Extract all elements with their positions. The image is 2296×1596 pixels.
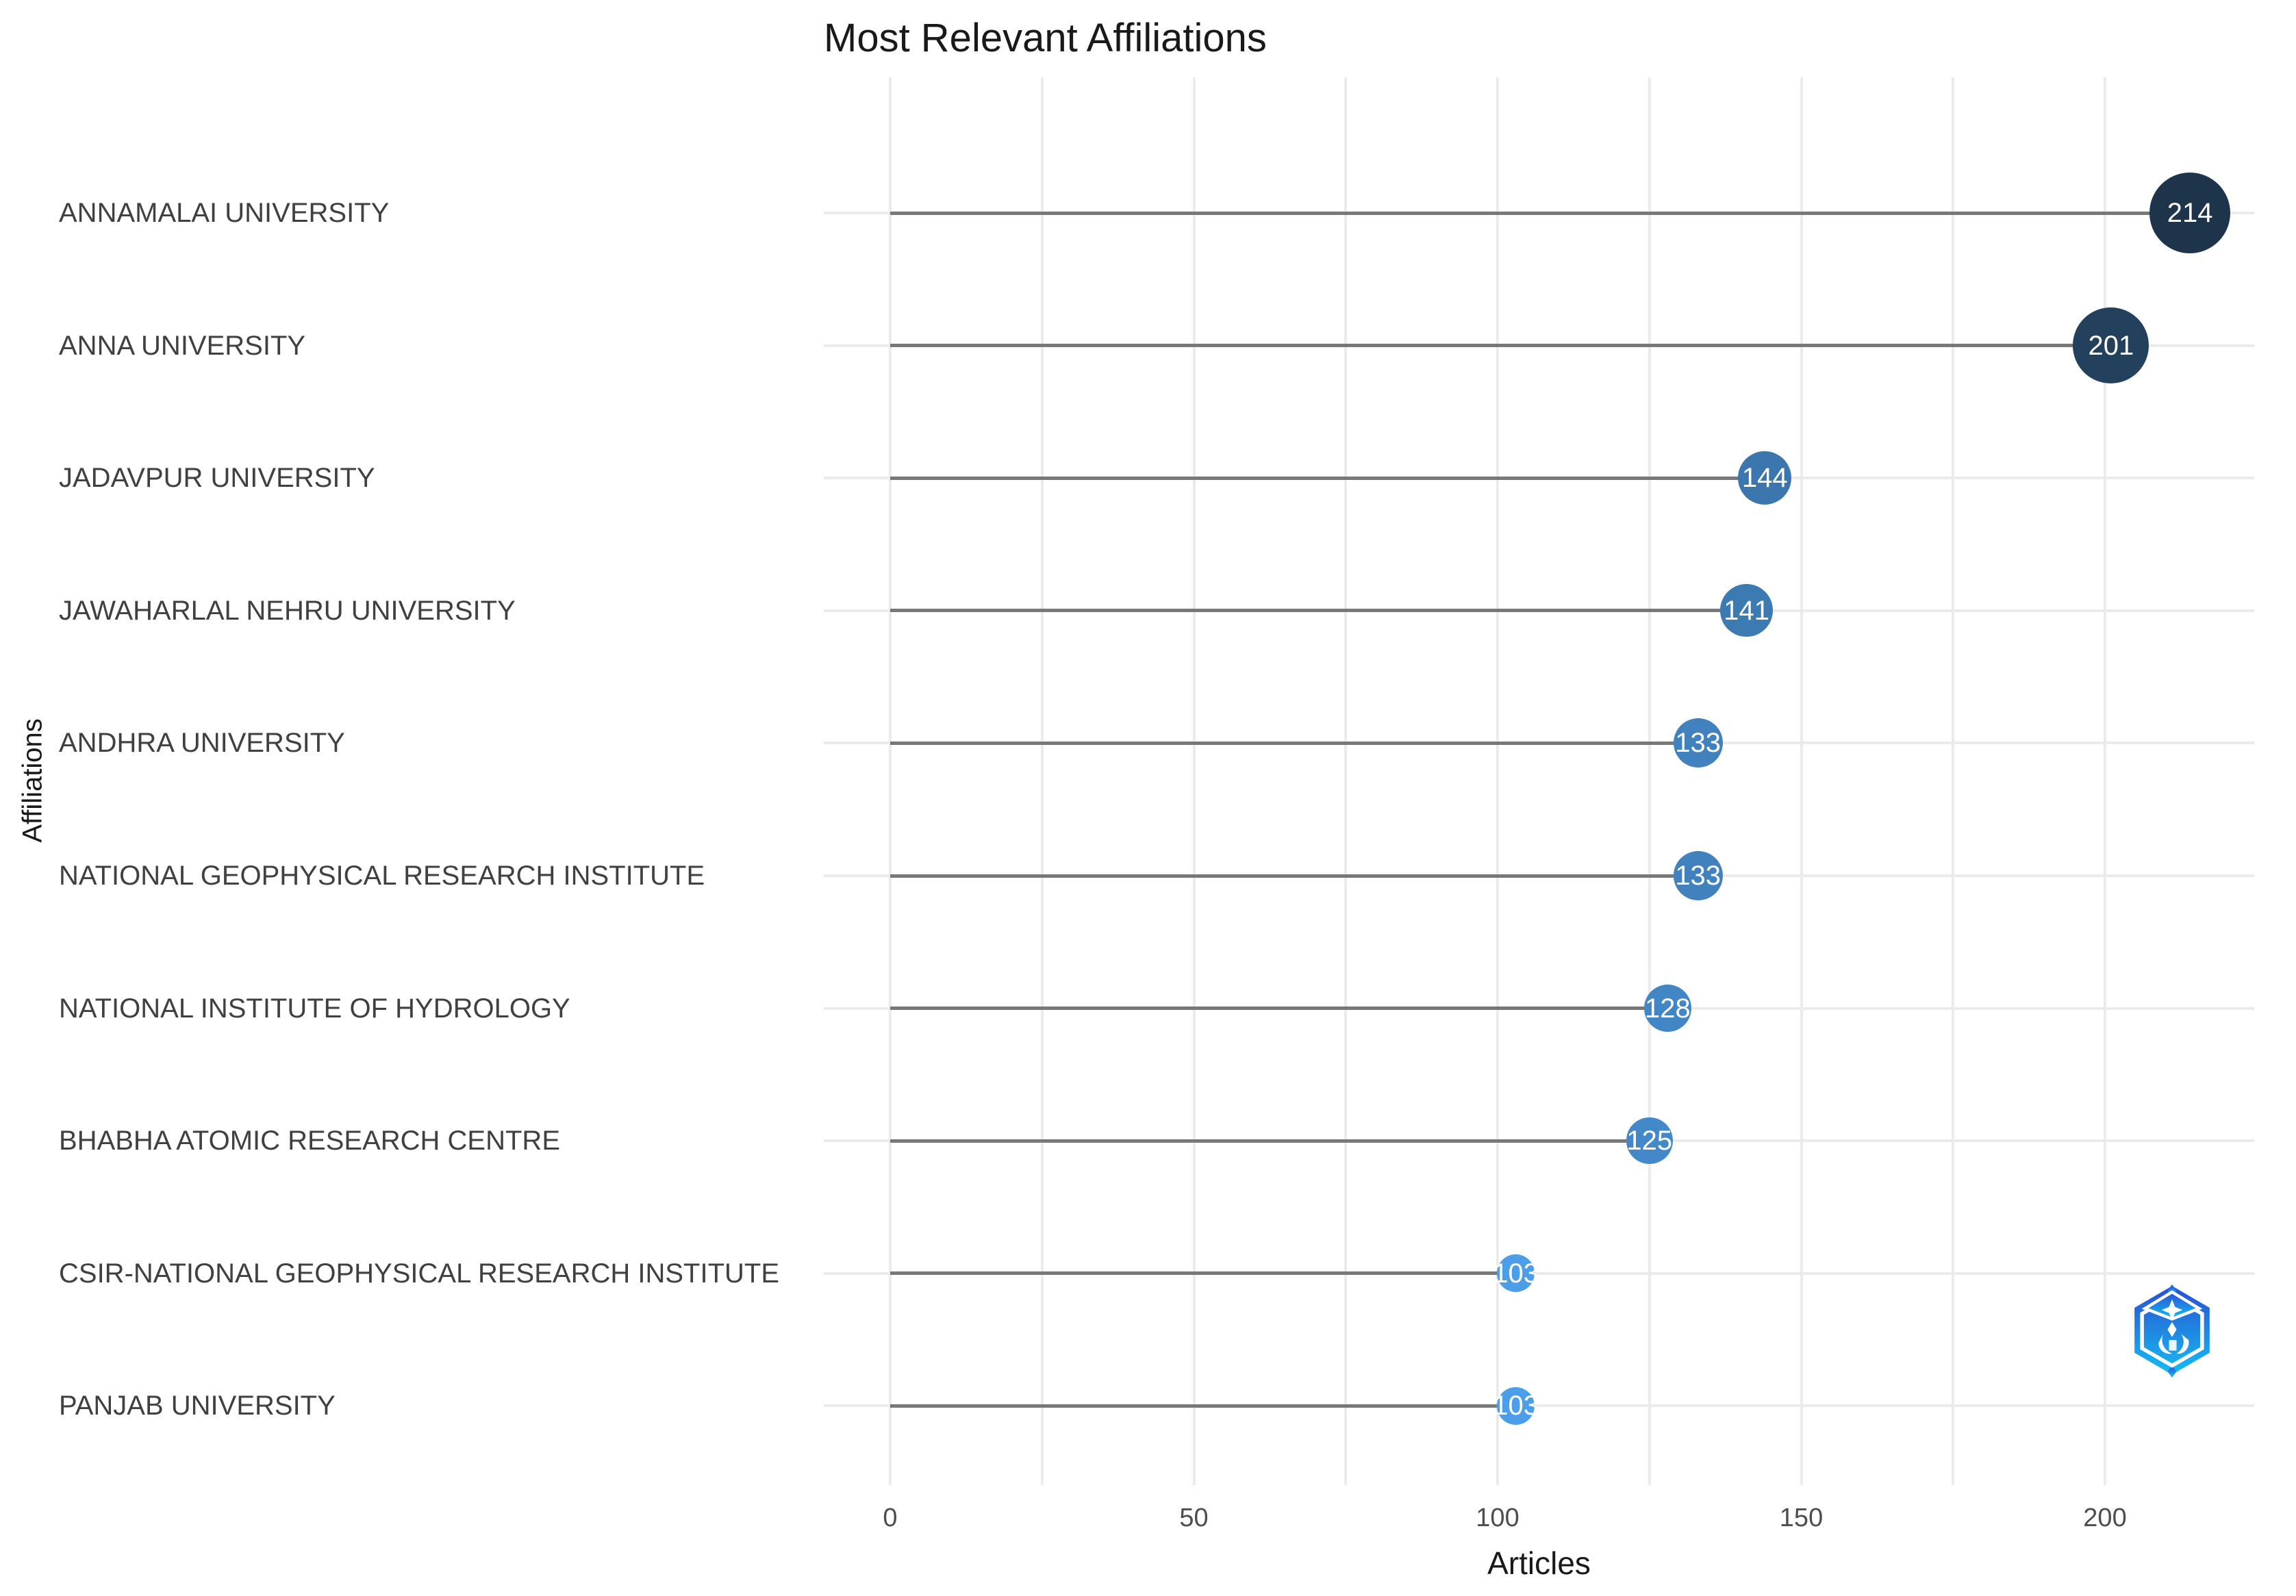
vertical-gridline xyxy=(1800,77,1803,1485)
data-point-value: 201 xyxy=(2088,330,2134,361)
data-point-bubble: 103 xyxy=(1493,1254,1539,1293)
vertical-gridline xyxy=(1952,77,1955,1485)
data-point-bubble: 128 xyxy=(1643,984,1691,1033)
category-label: NATIONAL GEOPHYSICAL RESEARCH INSTITUTE xyxy=(59,861,705,891)
data-point-value: 128 xyxy=(1644,993,1691,1024)
data-point-value: 103 xyxy=(1493,1258,1539,1289)
data-point-value: 125 xyxy=(1626,1126,1673,1156)
x-tick-label: 0 xyxy=(883,1504,898,1532)
data-point-value: 144 xyxy=(1741,463,1788,494)
vertical-gridline xyxy=(1040,77,1044,1485)
category-label: CSIR-NATIONAL GEOPHYSICAL RESEARCH INSTI… xyxy=(59,1258,780,1289)
horizontal-gridline xyxy=(824,1271,2254,1275)
x-tick-label: 200 xyxy=(2083,1504,2127,1532)
lollipop-stem xyxy=(890,741,1698,745)
horizontal-gridline xyxy=(824,1404,2254,1408)
data-point-bubble: 133 xyxy=(1673,850,1723,901)
data-point-bubble: 103 xyxy=(1493,1386,1539,1425)
vertical-gridline xyxy=(1344,77,1348,1485)
data-point-bubble: 201 xyxy=(2073,307,2149,383)
vertical-gridline xyxy=(889,77,892,1485)
category-label: JADAVPUR UNIVERSITY xyxy=(59,463,375,494)
vertical-gridline xyxy=(1192,77,1196,1485)
category-label: NATIONAL INSTITUTE OF HYDROLOGY xyxy=(59,993,570,1024)
x-axis-title: Articles xyxy=(1487,1545,1591,1581)
category-label: ANDHRA UNIVERSITY xyxy=(59,728,345,759)
vertical-gridline xyxy=(1496,77,1499,1485)
data-point-bubble: 133 xyxy=(1673,718,1723,768)
vertical-gridline xyxy=(1648,77,1651,1485)
lollipop-stem xyxy=(890,874,1698,878)
lollipop-stem xyxy=(890,476,1765,480)
x-tick-label: 100 xyxy=(1476,1504,1519,1532)
category-label: ANNAMALAI UNIVERSITY xyxy=(59,198,390,228)
data-point-value: 133 xyxy=(1675,728,1721,759)
data-point-value: 133 xyxy=(1675,860,1721,891)
data-point-bubble: 125 xyxy=(1626,1117,1673,1164)
data-point-value: 103 xyxy=(1493,1391,1539,1421)
lollipop-stem xyxy=(890,344,2111,348)
lollipop-stem xyxy=(890,1139,1650,1143)
x-tick-label: 150 xyxy=(1779,1504,1824,1532)
lollipop-stem xyxy=(890,1271,1516,1276)
y-axis-title: Affiliations xyxy=(17,718,48,843)
x-tick-label: 50 xyxy=(1179,1504,1209,1532)
chart-title: Most Relevant Affiliations xyxy=(824,16,1267,60)
data-point-bubble: 144 xyxy=(1738,451,1792,505)
lollipop-stem xyxy=(890,211,2191,215)
data-point-value: 141 xyxy=(1724,595,1770,626)
lollipop-stem xyxy=(890,609,1747,613)
category-label: BHABHA ATOMIC RESEARCH CENTRE xyxy=(59,1126,560,1156)
lollipop-stem xyxy=(890,1404,1516,1408)
data-point-value: 214 xyxy=(2167,197,2213,228)
category-label: ANNA UNIVERSITY xyxy=(59,330,306,361)
k-synth-hexagon-logo-icon xyxy=(2134,1284,2210,1378)
vertical-gridline xyxy=(2104,77,2106,1485)
category-label: JAWAHARLAL NEHRU UNIVERSITY xyxy=(59,595,516,626)
hexagon-shape xyxy=(2134,1284,2210,1378)
data-point-bubble: 214 xyxy=(2149,172,2231,254)
category-label: PANJAB UNIVERSITY xyxy=(59,1391,336,1421)
lollipop-stem xyxy=(890,1006,1668,1011)
data-point-bubble: 141 xyxy=(1720,584,1773,637)
